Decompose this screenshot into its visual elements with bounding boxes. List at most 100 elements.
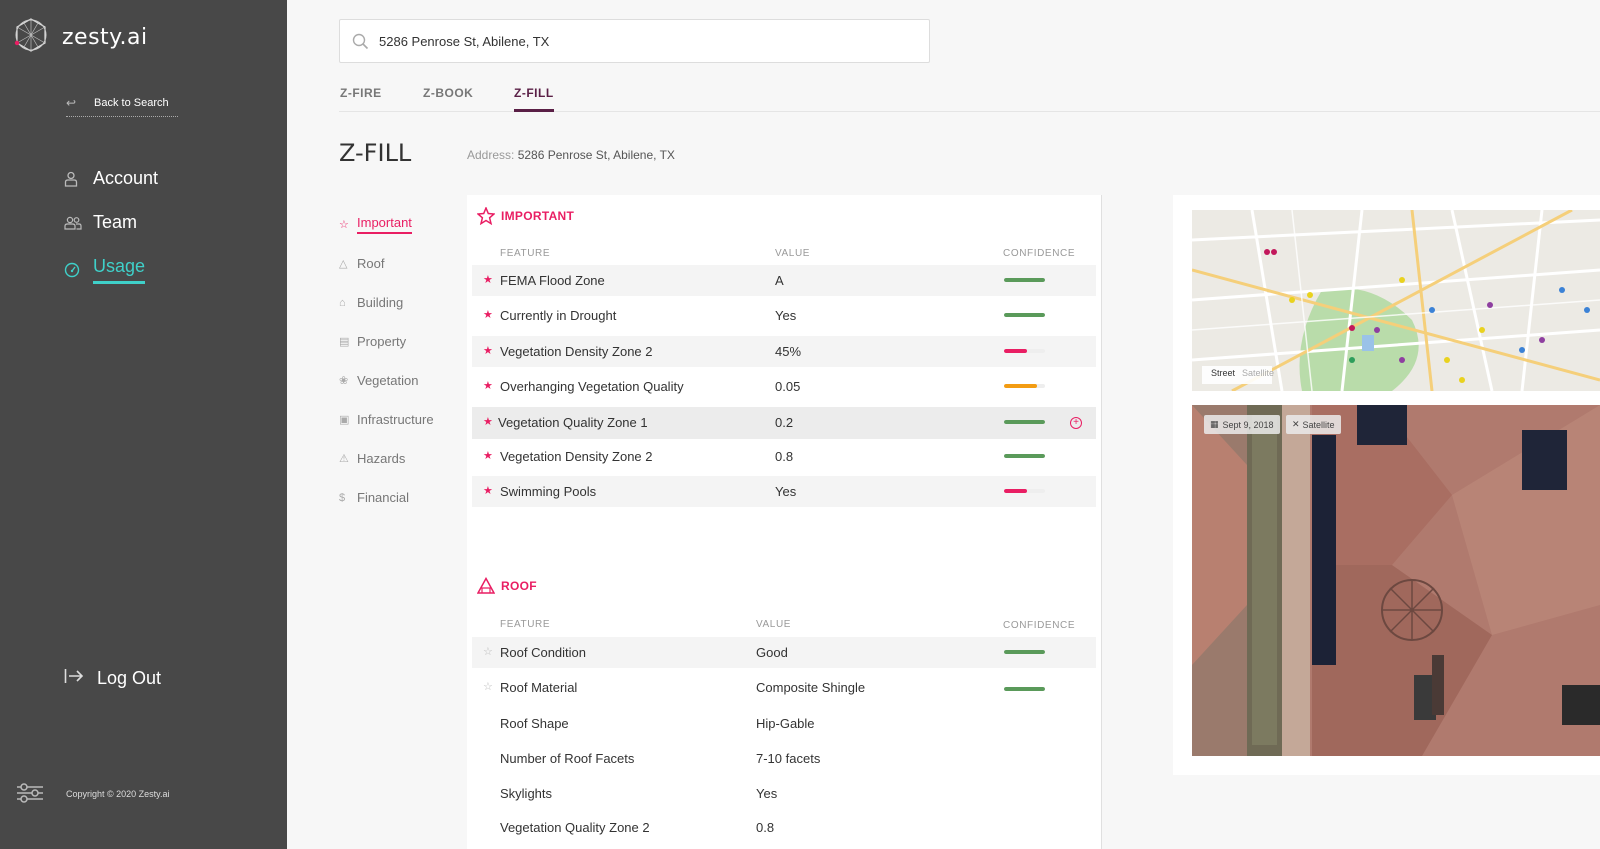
nav-account[interactable]: Account (64, 168, 158, 189)
back-arrow-icon: ↩ (66, 96, 77, 110)
confidence-bar (1004, 420, 1045, 424)
table-row[interactable]: Number of Roof Facets 7-10 facets (472, 743, 1096, 774)
star-icon[interactable]: ★ (483, 416, 493, 428)
address-search-bar[interactable] (339, 19, 930, 63)
add-icon[interactable]: + (1070, 417, 1082, 429)
imagery-date-chip: ▦ Sept 9, 2018 (1204, 415, 1280, 434)
feature-value: 0.8 (756, 820, 775, 835)
feature-value: 0.05 (775, 379, 801, 394)
table-row[interactable]: Vegetation Quality Zone 2 0.8 (472, 812, 1096, 843)
nav-account-label: Account (93, 168, 159, 188)
category-label: Infrastructure (357, 412, 434, 427)
star-icon[interactable]: ★ (483, 345, 493, 357)
category-property[interactable]: ▤ Property (339, 322, 434, 361)
logout-icon (64, 668, 97, 689)
star-icon[interactable]: ★ (483, 450, 493, 462)
star-outline-icon[interactable]: ☆ (483, 646, 493, 658)
table-row[interactable]: Roof Shape Hip-Gable (472, 708, 1096, 739)
nav-team[interactable]: Team (64, 212, 137, 233)
category-vegetation[interactable]: ❀ Vegetation (339, 361, 434, 400)
tab-z-fill[interactable]: Z-FILL (514, 86, 554, 112)
star-outline-icon (477, 207, 495, 225)
copyright: Copyright © 2020 Zesty.ai (66, 789, 170, 799)
table-row[interactable]: ★ FEMA Flood Zone A (472, 265, 1096, 296)
search-input[interactable] (379, 33, 879, 49)
feature-name: Roof Condition (500, 645, 586, 660)
tab-z-fire[interactable]: Z-FIRE (340, 86, 382, 100)
star-outline-icon[interactable]: ☆ (483, 681, 493, 693)
confidence-bar (1004, 454, 1045, 458)
nav-usage[interactable]: Usage (64, 256, 146, 284)
category-label: Vegetation (357, 373, 419, 388)
page-title: Z-FILL (339, 139, 412, 167)
imagery-source: Satellite (1302, 419, 1335, 430)
satellite-image: ▦ Sept 9, 2018 ✕ Satellite (1192, 405, 1600, 756)
confidence-bar (1004, 313, 1045, 317)
category-nav: ☆ Important △ Roof ⌂ Building ▤ Property… (339, 205, 434, 517)
product-tabs: Z-FIRE Z-BOOK Z-FILL (339, 86, 1600, 112)
star-icon[interactable]: ★ (483, 380, 493, 392)
logo[interactable]: zesty.ai (14, 18, 148, 57)
star-icon[interactable]: ★ (483, 485, 493, 497)
feature-value: 7-10 facets (756, 751, 821, 766)
col-value: VALUE (775, 248, 811, 259)
feature-value: Good (756, 645, 788, 660)
address-value: 5286 Penrose St, Abilene, TX (517, 148, 675, 162)
table-row[interactable]: ★ Currently in Drought Yes (472, 300, 1096, 331)
search-icon (352, 33, 369, 50)
table-row[interactable]: ★ Vegetation Density Zone 2 45% (472, 336, 1096, 367)
zesty-logo-icon (14, 18, 48, 57)
category-label: Financial (357, 490, 410, 505)
feature-name: Overhanging Vegetation Quality (500, 379, 684, 394)
street-map[interactable]: Street Satellite (1192, 210, 1600, 391)
table-row[interactable]: ☆ Roof Material Composite Shingle (472, 672, 1096, 703)
table-row[interactable]: Skylights Yes (472, 778, 1096, 809)
back-to-search-link[interactable]: ↩ Back to Search (66, 96, 178, 117)
category-label: Building (357, 295, 404, 310)
table-row[interactable]: ☆ Roof Condition Good (472, 637, 1096, 668)
imagery-panel: Street Satellite ▦ Sept 9, 2018 (1173, 195, 1600, 775)
roof-icon: △ (339, 258, 348, 270)
table-row[interactable]: ★ Vegetation Quality Zone 1 0.2 + (472, 407, 1096, 439)
feature-name: Currently in Drought (500, 308, 617, 323)
tab-z-book[interactable]: Z-BOOK (423, 86, 474, 100)
category-important[interactable]: ☆ Important (339, 205, 434, 244)
table-row[interactable]: ★ Overhanging Vegetation Quality 0.05 (472, 371, 1096, 402)
property-icon: ▤ (339, 336, 350, 348)
table-row[interactable]: ★ Vegetation Density Zone 2 0.8 (472, 441, 1096, 472)
satellite-icon: ✕ (1292, 419, 1300, 429)
back-label: Back to Search (94, 97, 169, 109)
user-icon (64, 171, 93, 187)
feature-name: Skylights (500, 786, 553, 801)
confidence-bar (1004, 650, 1045, 654)
category-hazards[interactable]: ⚠ Hazards (339, 439, 434, 478)
table-row[interactable]: ★ Swimming Pools Yes (472, 476, 1096, 507)
star-icon: ☆ (339, 219, 349, 231)
section-title: ROOF (501, 579, 537, 593)
star-icon[interactable]: ★ (483, 309, 493, 321)
category-roof[interactable]: △ Roof (339, 244, 434, 283)
infrastructure-icon: ▣ (339, 414, 350, 426)
col-feature: FEATURE (500, 248, 551, 259)
category-building[interactable]: ⌂ Building (339, 283, 434, 322)
confidence-bar (1004, 489, 1045, 493)
address-line: Address: 5286 Penrose St, Abilene, TX (467, 148, 675, 162)
category-label: Property (357, 334, 407, 349)
feature-value: Yes (775, 484, 797, 499)
sidebar: zesty.ai ↩ Back to Search Account Team U… (0, 0, 287, 849)
feature-value: Composite Shingle (756, 680, 866, 695)
logout-button[interactable]: Log Out (64, 668, 161, 689)
feature-value: 0.2 (775, 415, 794, 430)
nav-usage-label: Usage (93, 256, 146, 284)
star-icon[interactable]: ★ (483, 274, 493, 286)
feature-value: Yes (756, 786, 778, 801)
map-satellite-toggle[interactable]: Satellite (1242, 368, 1275, 378)
sliders-icon[interactable] (16, 782, 44, 809)
feature-panel: IMPORTANT FEATURE VALUE CONFIDENCE ★ FEM… (467, 195, 1102, 849)
category-financial[interactable]: $ Financial (339, 478, 434, 517)
imagery-date: Sept 9, 2018 (1222, 419, 1274, 430)
imagery-source-chip[interactable]: ✕ Satellite (1286, 415, 1341, 434)
category-infrastructure[interactable]: ▣ Infrastructure (339, 400, 434, 439)
map-street-toggle[interactable]: Street (1211, 368, 1236, 378)
feature-name: Vegetation Quality Zone 2 (500, 820, 650, 835)
